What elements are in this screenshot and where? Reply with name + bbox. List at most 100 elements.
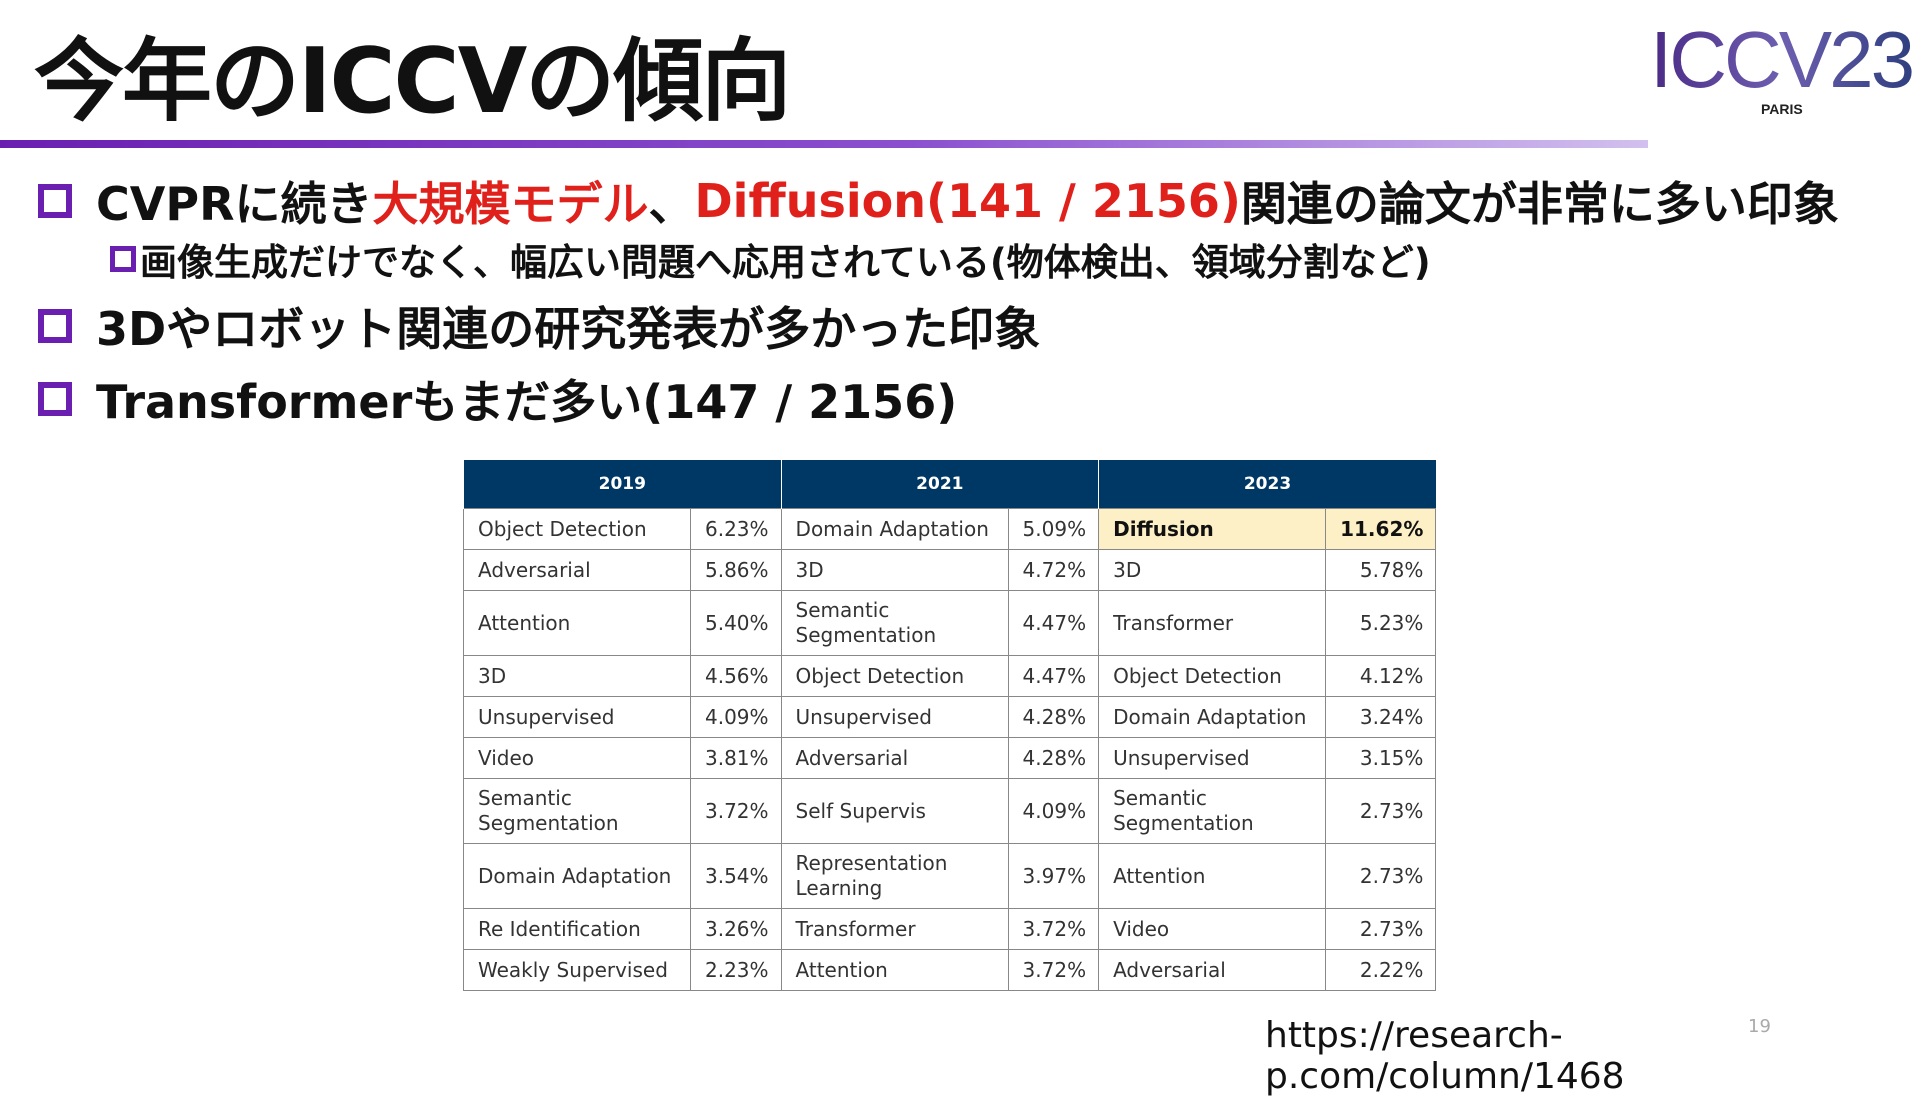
bullet-text: 3Dやロボット関連の研究発表が多かった印象 bbox=[96, 302, 1041, 356]
percent: 2.73% bbox=[1359, 863, 1424, 888]
page-number: 19 bbox=[1748, 1016, 1771, 1037]
percent-cell: 3.81% bbox=[690, 737, 782, 779]
percent-cell: 4.09% bbox=[1007, 778, 1100, 844]
table-row: Video 3.81% Adversarial 4.28% Unsupervised 3.… bbox=[463, 737, 1437, 779]
topic: Adversarial bbox=[478, 557, 591, 582]
topic-cell: Adversarial bbox=[463, 549, 691, 591]
percent-cell: 4.28% bbox=[1007, 737, 1100, 779]
topic: Representation Learning bbox=[795, 851, 948, 900]
percent-cell: 5.40% bbox=[690, 590, 782, 656]
topic-cell: Representation Learning bbox=[780, 843, 1009, 909]
percent-cell: 6.23% bbox=[690, 508, 782, 550]
percent: 3.72% bbox=[1022, 916, 1087, 941]
topic: Attention bbox=[795, 957, 888, 982]
table-row: Adversarial 5.86% 3D 4.72% 3D 5.78% bbox=[463, 549, 1437, 591]
percent-cell: 5.09% bbox=[1007, 508, 1100, 550]
percent-cell: 3.54% bbox=[690, 843, 782, 909]
topic-cell: Self Supervis bbox=[780, 778, 1009, 844]
table-row: Unsupervised 4.09% Unsupervised 4.28% Domain… bbox=[463, 696, 1437, 738]
percent: 3.26% bbox=[705, 916, 769, 941]
topic: Unsupervised bbox=[1113, 745, 1250, 770]
percent-cell: 2.23% bbox=[690, 949, 782, 991]
column-header: 2019 bbox=[463, 460, 782, 509]
table-row: Domain Adaptation 3.54% Representation Lea… bbox=[463, 843, 1437, 909]
percent-cell: 2.73% bbox=[1325, 778, 1437, 844]
topic: Object Detection bbox=[795, 663, 965, 688]
topic-cell: Re Identification bbox=[463, 908, 691, 950]
column-header: 2021 bbox=[780, 460, 1099, 509]
topic-cell: Object Detection bbox=[463, 508, 691, 550]
percent-cell: 4.56% bbox=[690, 655, 782, 697]
percent: 3.72% bbox=[1022, 957, 1087, 982]
bullet: Transformerもまだ多い(147 / 2156) bbox=[38, 366, 957, 432]
percent-cell: 3.72% bbox=[1007, 908, 1100, 950]
table-row: Object Detection 6.23% Domain Adaptation 5.… bbox=[463, 508, 1437, 550]
percent-cell: 5.86% bbox=[690, 549, 782, 591]
percent-cell: 2.22% bbox=[1325, 949, 1437, 991]
percent-cell: 4.47% bbox=[1007, 590, 1100, 656]
header-row: 2019 2021 2023 bbox=[463, 460, 1436, 509]
bullet: CVPRに続き 大規模モデル、 Diffusion(141 / 2156) 関連の論文… bbox=[38, 168, 1839, 234]
topic: Attention bbox=[478, 610, 571, 635]
percent-cell: 2.73% bbox=[1325, 843, 1437, 909]
percent-cell: 4.12% bbox=[1325, 655, 1437, 697]
percent-cell: 2.73% bbox=[1325, 908, 1437, 950]
bullet-text: 関連の論文が非常に多い印象 bbox=[1240, 177, 1839, 231]
topic: Video bbox=[1113, 916, 1170, 941]
topic-cell: Diffusion bbox=[1098, 508, 1327, 550]
topic-cell: Semantic Segmentation bbox=[1098, 778, 1327, 844]
percent: 5.09% bbox=[1022, 516, 1087, 541]
topic: 3D bbox=[795, 557, 824, 582]
percent-cell: 3.72% bbox=[690, 778, 782, 844]
sub-bullet-text: 画像生成だけでなく、幅広い問題へ応用されている(物体検出、領域分割など) bbox=[140, 241, 1431, 284]
percent: 4.28% bbox=[1022, 704, 1087, 729]
bullet-marker bbox=[38, 382, 72, 416]
percent: 4.09% bbox=[1022, 798, 1087, 823]
topic: Unsupervised bbox=[478, 704, 615, 729]
logo-subtitle: PARIS bbox=[1761, 101, 1803, 117]
percent: 5.78% bbox=[1359, 557, 1424, 582]
topic: Diffusion bbox=[1113, 516, 1214, 541]
percent: 3.97% bbox=[1022, 863, 1087, 888]
topic-cell: Transformer bbox=[1098, 590, 1327, 656]
percent-cell: 4.72% bbox=[1007, 549, 1100, 591]
topic-cell: 3D bbox=[463, 655, 691, 697]
percent: 2.73% bbox=[1359, 916, 1424, 941]
table-row: Attention 5.40% Semantic Segmentation 4.47%… bbox=[463, 590, 1437, 656]
topic-cell: Transformer bbox=[780, 908, 1009, 950]
percent: 2.23% bbox=[705, 957, 769, 982]
percent: 4.28% bbox=[1022, 745, 1087, 770]
topic: Adversarial bbox=[1113, 957, 1226, 982]
percent: 4.47% bbox=[1022, 610, 1087, 635]
topic: Domain Adaptation bbox=[478, 863, 672, 888]
topic-cell: 3D bbox=[780, 549, 1009, 591]
logo: ICCV23 bbox=[1650, 15, 1915, 104]
topic: Weakly Supervised bbox=[478, 957, 668, 982]
topic-cell: Attention bbox=[780, 949, 1009, 991]
bullet-text: Transformerもまだ多い(147 / 2156) bbox=[96, 375, 958, 429]
percent: 3.72% bbox=[705, 798, 769, 823]
topic: Domain Adaptation bbox=[1113, 704, 1307, 729]
table-row: Re Identification 3.26% Transformer 3.72% Vi… bbox=[463, 908, 1437, 950]
topic-cell: Attention bbox=[463, 590, 691, 656]
topic-cell: 3D bbox=[1098, 549, 1327, 591]
topic: Semantic Segmentation bbox=[478, 786, 619, 835]
topic-table: 2019 2021 2023 Object Detection 6.23% Domain… bbox=[463, 460, 1437, 991]
topic: Object Detection bbox=[1113, 663, 1282, 688]
topic: Transformer bbox=[795, 916, 916, 941]
topic: Unsupervised bbox=[795, 704, 932, 729]
percent-cell: 3.24% bbox=[1325, 696, 1437, 738]
topic-cell: Attention bbox=[1098, 843, 1327, 909]
percent: 4.09% bbox=[705, 704, 769, 729]
table-row: 3D 4.56% Object Detection 4.47% Object Detec… bbox=[463, 655, 1437, 697]
percent-cell: 4.09% bbox=[690, 696, 782, 738]
bullet-text: 、 bbox=[648, 177, 695, 231]
percent-cell: 3.26% bbox=[690, 908, 782, 950]
bullet-highlight: 大規模モデル bbox=[372, 177, 649, 231]
topic: Semantic Segmentation bbox=[795, 598, 937, 647]
percent: 6.23% bbox=[705, 516, 769, 541]
topic-cell: Semantic Segmentation bbox=[463, 778, 691, 844]
percent: 4.72% bbox=[1022, 557, 1087, 582]
percent: 11.62% bbox=[1340, 516, 1424, 541]
slide-title: 今年のICCVの傾向 bbox=[34, 29, 791, 134]
